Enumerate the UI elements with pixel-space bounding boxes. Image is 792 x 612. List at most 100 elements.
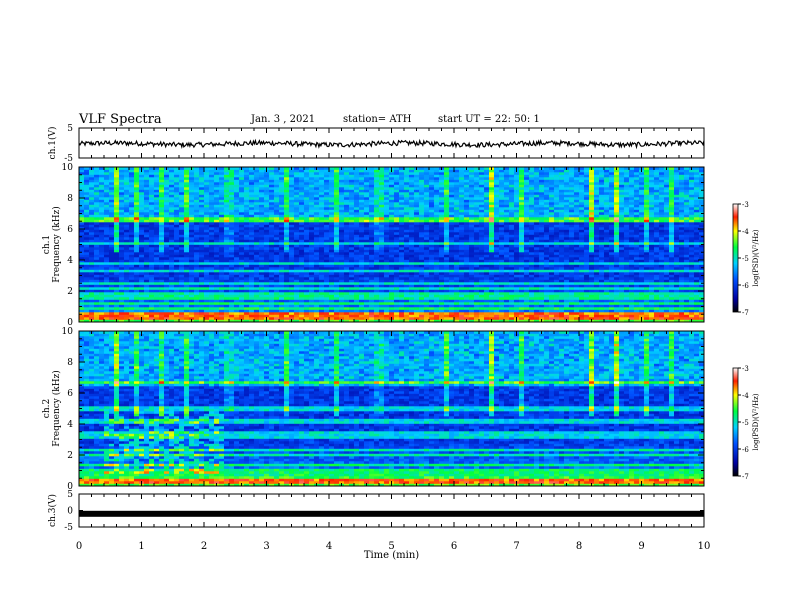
spectrogram-cell (79, 294, 85, 298)
spectrogram-cell (319, 267, 325, 270)
spectrogram-cell (129, 194, 135, 198)
spectrogram-cell (394, 237, 400, 240)
spectrogram-cell (414, 237, 420, 240)
spectrogram-cell (94, 309, 100, 313)
spectrogram-cell (339, 299, 345, 303)
spectrogram-cell (199, 264, 205, 268)
spectrogram-cell (314, 217, 320, 220)
spectrogram-cell (389, 194, 395, 198)
spectrogram-cell (84, 204, 90, 208)
spectrogram-cell (404, 197, 410, 200)
spectrogram-cell (229, 239, 235, 243)
spectrogram-cell (439, 297, 445, 300)
spectrogram-cell (199, 169, 205, 173)
spectrogram-cell (149, 252, 155, 255)
spectrogram-cell (469, 222, 475, 225)
spectrogram-cell (359, 197, 365, 200)
spectrogram-cell (139, 277, 145, 280)
spectrogram-cell (294, 267, 300, 270)
spectrogram-cell (84, 319, 90, 323)
spectrogram-cell (244, 214, 250, 218)
spectrogram-cell (329, 244, 335, 248)
spectrogram-cell (214, 182, 220, 185)
spectrogram-cell (439, 317, 445, 320)
spectrogram-cell (239, 222, 245, 225)
spectrogram-cell (84, 314, 90, 318)
spectrogram-cell (214, 229, 220, 233)
spectrogram-cell (364, 254, 370, 258)
spectrogram-cell (439, 207, 445, 210)
spectrogram-cell (99, 282, 105, 285)
spectrogram-cell (369, 309, 375, 313)
spectrogram-cell (209, 227, 215, 230)
spectrogram-cell (444, 312, 450, 315)
spectrogram-cell (169, 187, 175, 190)
spectrogram-cell (434, 312, 440, 315)
spectrogram-cell (394, 227, 400, 230)
spectrogram-cell (404, 307, 410, 310)
spectrogram-cell (434, 267, 440, 270)
spectrogram-cell (364, 204, 370, 208)
spectrogram-cell (179, 304, 185, 308)
spectrogram-cell (149, 267, 155, 270)
spectrogram-cell (359, 282, 365, 285)
spectrogram-cell (439, 199, 445, 203)
spectrogram-cell (164, 309, 170, 313)
spectrogram-cell (89, 229, 95, 233)
spectrogram-cell (164, 227, 170, 230)
spectrogram-cell (219, 252, 225, 255)
spectrogram-cell (84, 177, 90, 180)
spectrogram-cell (434, 177, 440, 180)
spectrogram-cell (314, 284, 320, 288)
spectrogram-cell (139, 202, 145, 205)
spectrogram-cell (459, 172, 465, 175)
spectrogram-cell (204, 232, 210, 235)
spectrogram-cell (384, 222, 390, 225)
spectrogram-cell (299, 312, 305, 315)
spectrogram-cell (149, 234, 155, 238)
spectrogram-cell (324, 177, 330, 180)
spectrogram-cell (284, 174, 290, 178)
spectrogram-cell (119, 219, 125, 223)
spectrogram-cell (359, 187, 365, 190)
spectrogram-cell (324, 302, 330, 305)
spectrogram-cell (284, 292, 290, 295)
spectrogram-cell (119, 189, 125, 193)
spectrogram-cell (349, 174, 355, 178)
spectrogram-cell (274, 199, 280, 203)
spectrogram-cell (459, 179, 465, 183)
spectrogram-cell (224, 174, 230, 178)
spectrogram-cell (429, 212, 435, 215)
spectrogram-cell (449, 247, 455, 250)
spectrogram-cell (209, 202, 215, 205)
spectrogram-cell (219, 259, 225, 263)
spectrogram-cell (234, 232, 240, 235)
spectrogram-cell (344, 224, 350, 228)
spectrogram-cell (269, 277, 275, 280)
spectrogram-cell (289, 262, 295, 265)
spectrogram-cell (244, 224, 250, 228)
spectrogram-cell (194, 214, 200, 218)
spectrogram-cell (314, 294, 320, 298)
spectrogram-cell (214, 227, 220, 230)
spectrogram-cell (249, 244, 255, 248)
spectrogram-cell (344, 254, 350, 258)
spectrogram-cell (419, 262, 425, 265)
spectrogram-cell (444, 302, 450, 305)
spectrogram-cell (129, 299, 135, 303)
spectrogram-cell (144, 272, 150, 275)
spectrogram-cell (269, 319, 275, 323)
spectrogram-cell (354, 169, 360, 173)
spectrogram-cell (184, 207, 190, 210)
spectrogram-cell (329, 232, 335, 235)
spectrogram-cell (364, 182, 370, 185)
spectrogram-cell (314, 259, 320, 263)
spectrogram-cell (159, 269, 165, 273)
spectrogram-cell (384, 299, 390, 303)
spectrogram-cell (194, 314, 200, 318)
spectrogram-cell (279, 239, 285, 243)
spectrogram-cell (184, 219, 190, 223)
spectrogram-cell (404, 257, 410, 260)
spectrogram-cell (89, 232, 95, 235)
spectrogram-cell (369, 304, 375, 308)
